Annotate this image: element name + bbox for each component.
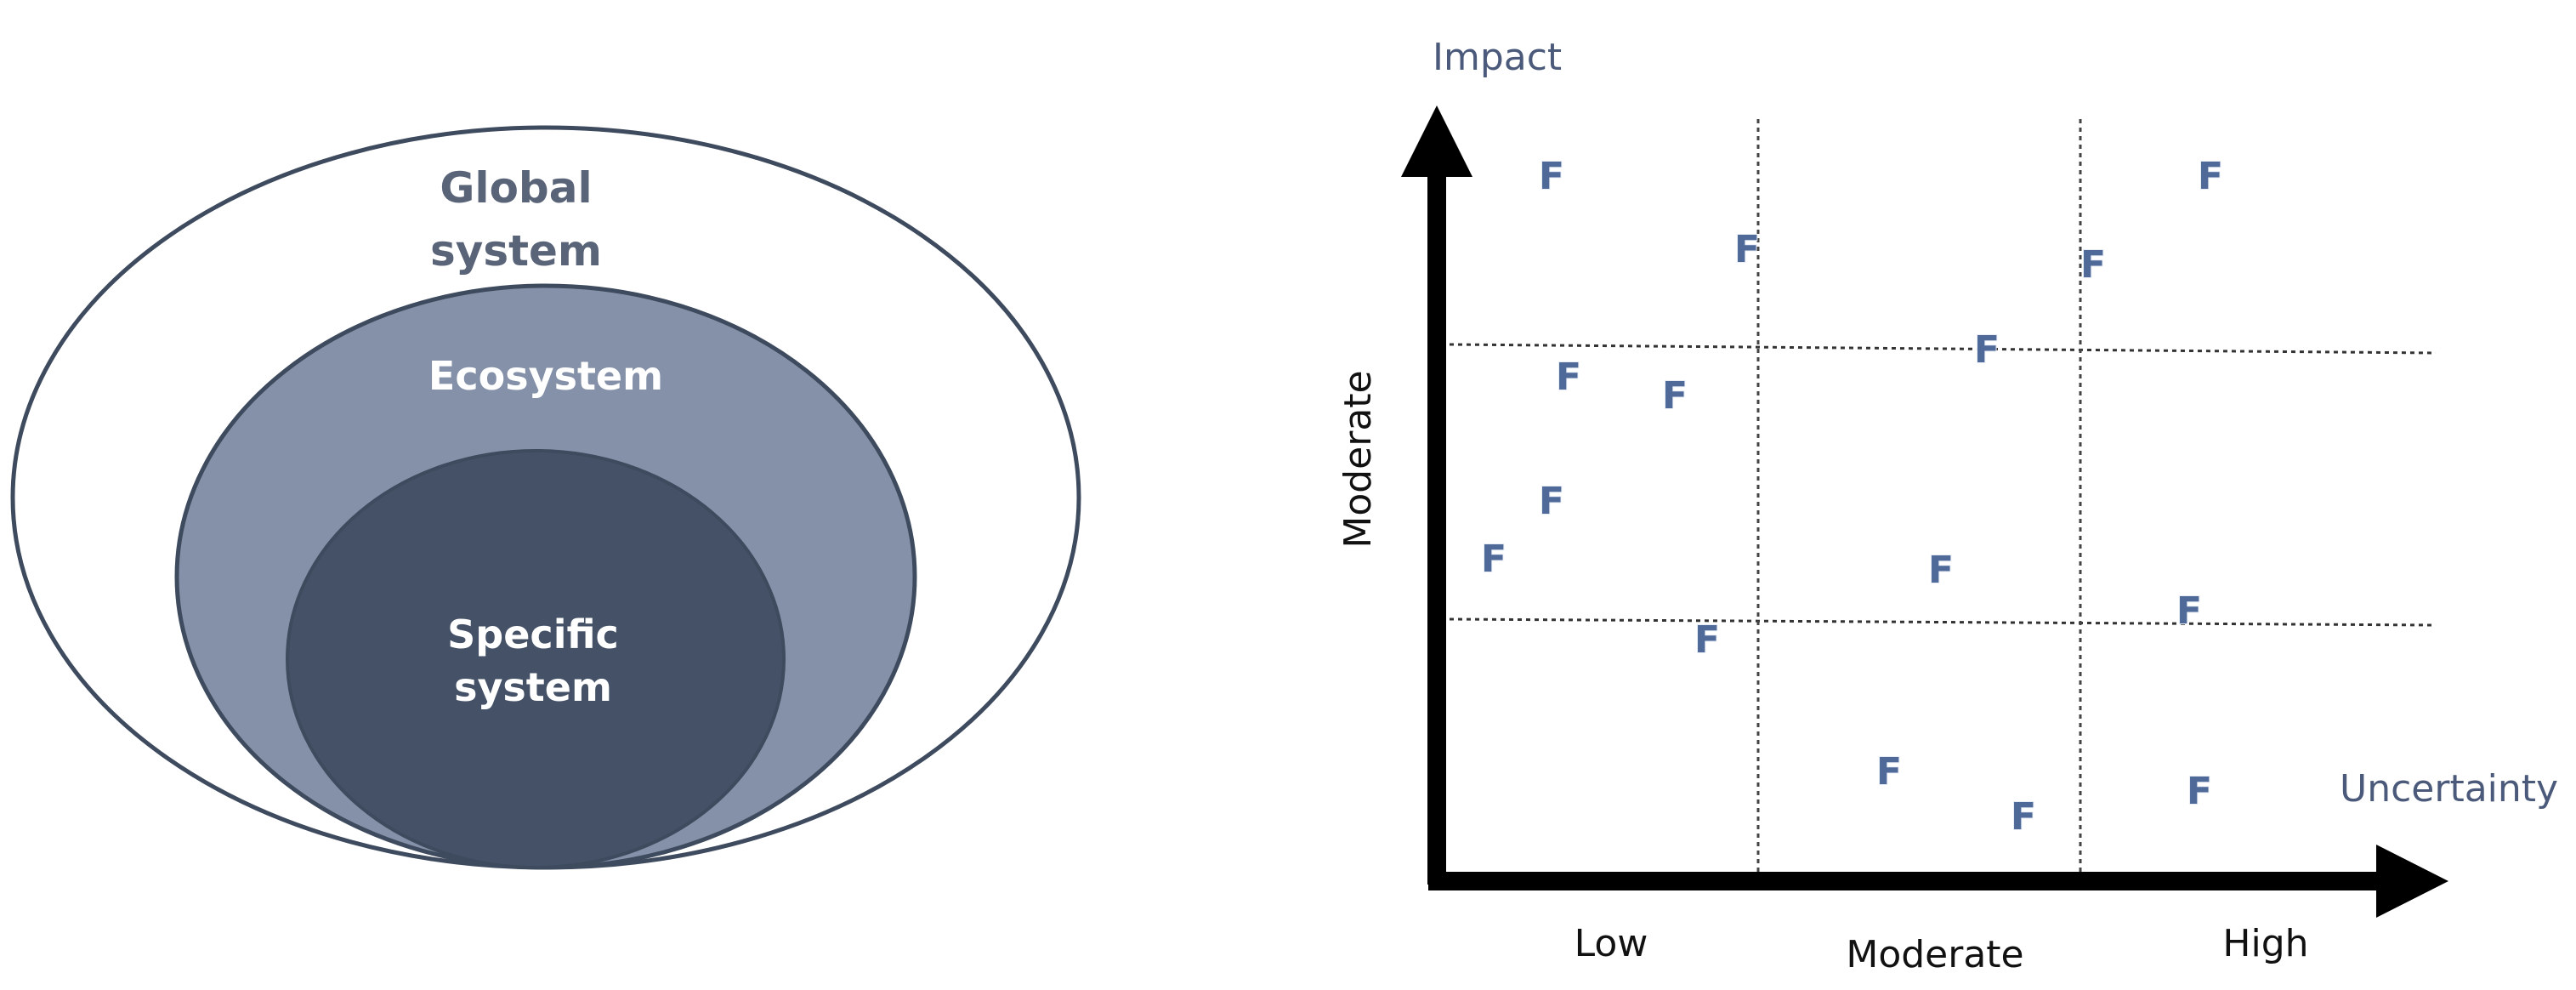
y-axis-label-moderate: Moderate bbox=[1336, 370, 1380, 548]
f-marker: F bbox=[1694, 618, 1720, 662]
x-axis-label-low: Low bbox=[1575, 922, 1648, 965]
specific-system-ellipse bbox=[286, 449, 786, 869]
ecosystem-label: Ecosystem bbox=[428, 353, 663, 399]
x-axis-arrowhead bbox=[2376, 845, 2448, 918]
f-marker: F bbox=[1928, 549, 1954, 592]
f-marker: F bbox=[1876, 750, 1902, 794]
f-marker: F bbox=[1734, 228, 1760, 271]
x-axis-label-high: High bbox=[2222, 922, 2308, 965]
grid-line-horizontal-upper bbox=[1449, 343, 2437, 355]
specific-system-label-line1: Specific bbox=[447, 612, 619, 657]
y-axis-arrowhead bbox=[1401, 105, 1472, 177]
impact-uncertainty-matrix: Impact Uncertainty Moderate Low Moderate… bbox=[1336, 36, 2558, 976]
f-marker: F bbox=[2011, 795, 2036, 839]
grid-line-horizontal-lower bbox=[1449, 617, 2437, 627]
f-marker: F bbox=[2080, 243, 2106, 287]
f-marker: F bbox=[1556, 356, 1581, 399]
f-marker: F bbox=[1662, 374, 1688, 418]
f-marker: F bbox=[2187, 770, 2212, 813]
specific-system-label-line2: system bbox=[454, 664, 612, 710]
nested-systems-diagram: Global system Ecosystem Specific system bbox=[10, 125, 1081, 870]
f-marker: F bbox=[1539, 155, 1564, 198]
global-system-label-line2: system bbox=[430, 226, 602, 276]
global-system-label-line1: Global bbox=[440, 163, 592, 213]
f-marker: F bbox=[1539, 480, 1564, 523]
x-axis-label-moderate: Moderate bbox=[1846, 933, 2023, 976]
f-marker: F bbox=[2176, 589, 2202, 633]
f-marker: F bbox=[1974, 328, 2000, 372]
f-markers: F F F F F F F F F F F F F F F bbox=[1480, 154, 2224, 839]
f-marker: F bbox=[2198, 155, 2223, 198]
x-axis-title: Uncertainty bbox=[2340, 767, 2558, 811]
f-marker: F bbox=[1481, 538, 1506, 581]
y-axis-title: Impact bbox=[1433, 36, 1562, 79]
